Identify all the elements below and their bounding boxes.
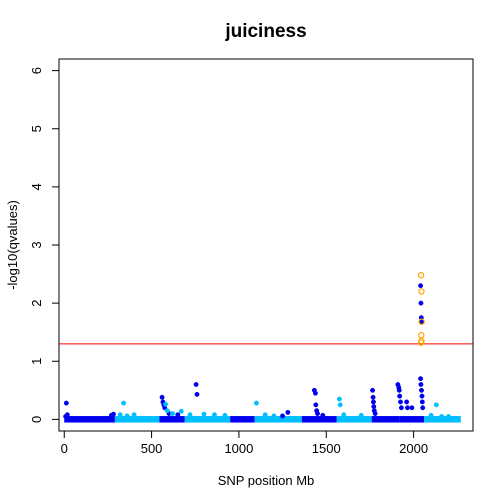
snp-point-1-3: [131, 412, 137, 418]
x-tick-label-3: 1500: [312, 441, 341, 456]
significant-snp-point-2-2: [418, 318, 425, 325]
snp-point-1-2: [124, 413, 130, 419]
snp-point-0-11: [193, 382, 199, 387]
snp-point-0-41: [418, 382, 424, 387]
x-tick-label-0: 0: [61, 441, 68, 456]
chromosome-band-6: [254, 416, 302, 423]
snp-point-1-18: [358, 412, 364, 418]
significant-snp-point-2-0: [417, 272, 425, 279]
snp-point-0-5: [159, 394, 165, 400]
snp-point-0-30: [397, 393, 403, 399]
x-axis: 0 500 1000 1500 2000: [61, 430, 428, 456]
chromosome-band-3: [159, 416, 185, 423]
snp-point-1-8: [187, 412, 193, 418]
snp-point-0-40: [418, 376, 424, 382]
snp-point-1-9: [201, 411, 207, 417]
snp-point-1-1: [117, 412, 123, 418]
x-axis-label: SNP position Mb: [218, 473, 315, 488]
y-tick-label-0: 0: [29, 416, 44, 423]
snp-point-0-22: [370, 394, 376, 400]
snp-point-1-10: [212, 412, 217, 418]
snp-point-1-12: [253, 400, 259, 406]
snp-point-0-14: [285, 409, 291, 415]
significant-snp-point-2-1: [418, 288, 425, 295]
snp-point-1-13: [262, 412, 268, 418]
snp-point-0-12: [194, 391, 200, 397]
significant-snp-point-2-5: [417, 339, 425, 346]
significant-snp-point-2-3: [418, 331, 425, 339]
snp-point-1-22: [446, 414, 451, 419]
snp-point-1-15: [336, 396, 342, 402]
y-axis-label: -log10(qvalues): [5, 200, 20, 290]
x-tick-label-1: 500: [141, 441, 163, 456]
y-tick-label-2: 2: [29, 300, 44, 307]
chromosome-band-10: [399, 416, 425, 423]
snp-point-0-45: [420, 405, 426, 411]
snp-point-0-33: [404, 399, 410, 405]
snp-point-0-36: [418, 283, 424, 289]
snp-point-0-16: [312, 390, 318, 396]
snp-point-1-17: [341, 412, 347, 418]
snp-point-0-20: [320, 412, 326, 418]
snp-point-0-37: [418, 300, 424, 306]
snp-point-1-20: [428, 412, 434, 418]
snp-point-0-17: [313, 402, 319, 408]
snp-point-0-34: [405, 405, 410, 411]
chromosome-band-8: [336, 416, 372, 423]
snp-point-1-16: [337, 402, 343, 408]
x-tick-label-4: 2000: [399, 441, 428, 456]
snp-point-0-19: [315, 411, 320, 417]
y-tick-label-3: 3: [29, 241, 44, 248]
chart-title: juiciness: [224, 21, 306, 42]
snp-point-1-14: [271, 413, 277, 419]
chromosome-band-1: [64, 416, 115, 423]
plot-area: [59, 272, 473, 423]
y-tick-label-4: 4: [29, 183, 44, 190]
snp-point-0-0: [63, 400, 69, 406]
snp-point-0-10: [175, 412, 181, 418]
snp-point-1-19: [433, 402, 439, 408]
snp-point-1-6: [170, 411, 175, 417]
chromosome-band-5: [230, 416, 255, 423]
snp-point-0-13: [280, 413, 286, 419]
snp-point-0-31: [398, 399, 403, 405]
y-axis: 0 1 2 3 4 5 6: [29, 67, 60, 423]
y-tick-label-6: 6: [29, 67, 44, 74]
snp-point-0-2: [64, 412, 70, 418]
plot-frame: [58, 58, 474, 432]
y-tick-label-5: 5: [29, 125, 44, 132]
snp-point-0-35: [409, 405, 415, 411]
snp-point-1-5: [164, 408, 170, 414]
snp-point-0-29: [396, 387, 402, 393]
snp-point-0-43: [419, 393, 425, 399]
snp-point-0-44: [419, 399, 425, 405]
snp-point-0-42: [419, 387, 424, 393]
chromosome-band-2: [114, 416, 160, 423]
snp-point-0-21: [370, 387, 376, 393]
snp-point-1-4: [163, 401, 169, 407]
snp-point-1-11: [222, 412, 228, 418]
snp-point-0-26: [372, 411, 378, 417]
chromosome-band-4: [184, 416, 231, 423]
snp-point-1-21: [439, 414, 445, 419]
snp-point-1-0: [121, 400, 127, 406]
chromosome-band-9: [371, 416, 400, 423]
y-tick-label-1: 1: [29, 358, 44, 365]
chromosome-band-11: [424, 416, 461, 423]
chromosome-band-7: [301, 416, 337, 423]
snp-point-0-4: [111, 411, 116, 417]
snp-point-1-7: [178, 408, 184, 414]
x-tick-label-2: 1000: [224, 441, 253, 456]
snp-point-0-23: [370, 399, 376, 405]
snp-point-0-24: [371, 404, 377, 410]
snp-point-0-32: [398, 405, 404, 411]
